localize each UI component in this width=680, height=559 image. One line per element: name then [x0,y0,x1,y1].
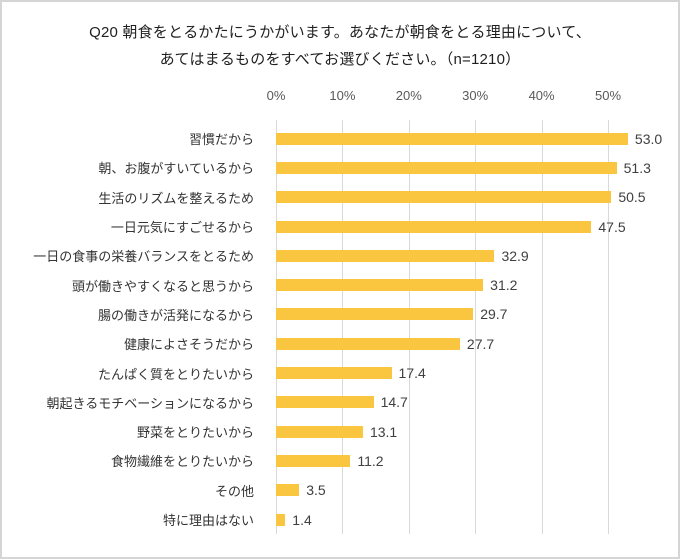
bar-track: 32.9 [276,241,678,270]
category-label: 頭が働きやすくなると思うから [71,278,254,294]
bar-row: 生活のリズムを整えるため 50.5 [2,183,678,212]
category-label: たんぱく質をとりたいから [97,366,254,382]
bar-track: 3.5 [276,476,678,505]
plot-area: 習慣だから 53.0 朝、お腹がすいているから 51.3 生活のリズムを整えるため 50.… [2,120,678,535]
axis-tick-label: 0% [266,88,286,103]
bar-value-label: 1.4 [292,511,312,528]
category-label: 野菜をとりたいから [136,425,254,441]
bar-track: 13.1 [276,417,678,446]
axis-labels: 0% 10% 20% 30% 40% 50% [2,88,678,108]
bar [276,249,495,262]
bar-value-label: 27.7 [466,335,495,352]
bar-row: 朝、お腹がすいているから 51.3 [2,153,678,182]
bar-row: 食物繊維をとりたいから 11.2 [2,446,678,475]
gridline [541,120,543,535]
bar [276,308,474,321]
bar-track: 53.0 [276,124,678,153]
bar [276,132,628,145]
axis-tick-label: 30% [462,88,489,103]
axis-tick-label: 50% [594,88,622,103]
bar-track: 11.2 [276,446,678,475]
bar [276,279,484,292]
bar-track: 31.2 [276,270,678,299]
category-label: 朝起きるモチベーションになるから [46,395,254,411]
axis-tick-label: 40% [528,88,555,103]
bar-track: 51.3 [276,153,678,182]
bar-track: 47.5 [276,212,678,241]
gridline [276,120,277,535]
chart-title: Q20 朝食をとるかたにうかがいます。あなたが朝食をとる理由について、 あてはま… [2,2,678,73]
gridline [608,120,609,535]
category-label: 一日の食事の栄養バランスをとるため [33,249,254,265]
bar-row: たんぱく質をとりたいから 17.4 [2,358,678,387]
category-label: 食物繊維をとりたいから [110,454,254,470]
bar-track: 17.4 [276,358,678,387]
bar-row: 一日の食事の栄養バランスをとるため 32.9 [2,241,678,270]
bar-row: 健康によさそうだから 27.7 [2,329,678,358]
bar-track: 50.5 [276,183,678,212]
bar-value-label: 51.3 [623,159,651,176]
category-label: 健康によさそうだから [123,337,254,353]
bar-row: 一日元気にすごせるから 47.5 [2,212,678,241]
bar [276,484,300,497]
bar-track: 14.7 [276,388,678,417]
bar-row: その他 3.5 [2,476,678,505]
bar-row: 習慣だから 53.0 [2,124,678,153]
axis-tick-label: 20% [395,88,422,103]
bar-value-label: 50.5 [618,189,646,206]
category-label: その他 [214,483,254,499]
chart-title-line1: Q20 朝食をとるかたにうかがいます。あなたが朝食をとる理由について、 [89,24,591,41]
bar-value-label: 31.2 [490,277,518,294]
bar-track: 29.7 [276,300,678,329]
category-label: 一日元気にすごせるから [110,220,254,236]
category-label: 腸の働きが活発になるから [97,307,254,323]
bar-value-label: 32.9 [501,247,529,264]
bar-value-label: 14.7 [380,394,408,411]
bar-track: 1.4 [276,505,678,534]
bar [276,161,617,174]
bar [276,337,460,350]
bar-value-label: 53.0 [634,130,663,147]
gridline [475,120,477,535]
category-label: 特に理由はない [162,513,254,528]
bar-value-label: 47.5 [598,218,626,235]
bar-value-label: 13.1 [369,423,398,440]
bar [276,220,592,233]
bar-row: 腸の働きが活発になるから 29.7 [2,300,678,329]
bar [276,454,351,467]
grid-overlay [276,120,644,535]
bar-row: 頭が働きやすくなると思うから 31.2 [2,270,678,299]
bar-row: 野菜をとりたいから 13.1 [2,417,678,446]
bar [276,367,392,380]
bar-track: 27.7 [276,329,678,358]
chart-title-line2: あてはまるものをすべてお選びください。（n=1210） [159,51,521,68]
bar-value-label: 11.2 [357,452,384,469]
gridline [408,120,410,535]
bar-value-label: 29.7 [480,306,508,323]
category-label: 生活のリズムを整えるため [98,190,254,206]
gridline [342,120,344,535]
bar [276,425,363,438]
category-label: 朝、お腹がすいているから [98,161,254,177]
bar-rows: 習慣だから 53.0 朝、お腹がすいているから 51.3 生活のリズムを整えるため 50.… [2,124,678,534]
bar [276,396,374,409]
category-label: 習慣だから [188,132,254,148]
bar-row: 特に理由はない 1.4 [2,505,678,534]
bar-value-label: 17.4 [398,365,426,382]
bar [276,191,612,204]
axis-tick-label: 10% [329,88,356,103]
bar-value-label: 3.5 [306,482,326,499]
bar-row: 朝起きるモチベーションになるから 14.7 [2,388,678,417]
bar [276,513,286,526]
